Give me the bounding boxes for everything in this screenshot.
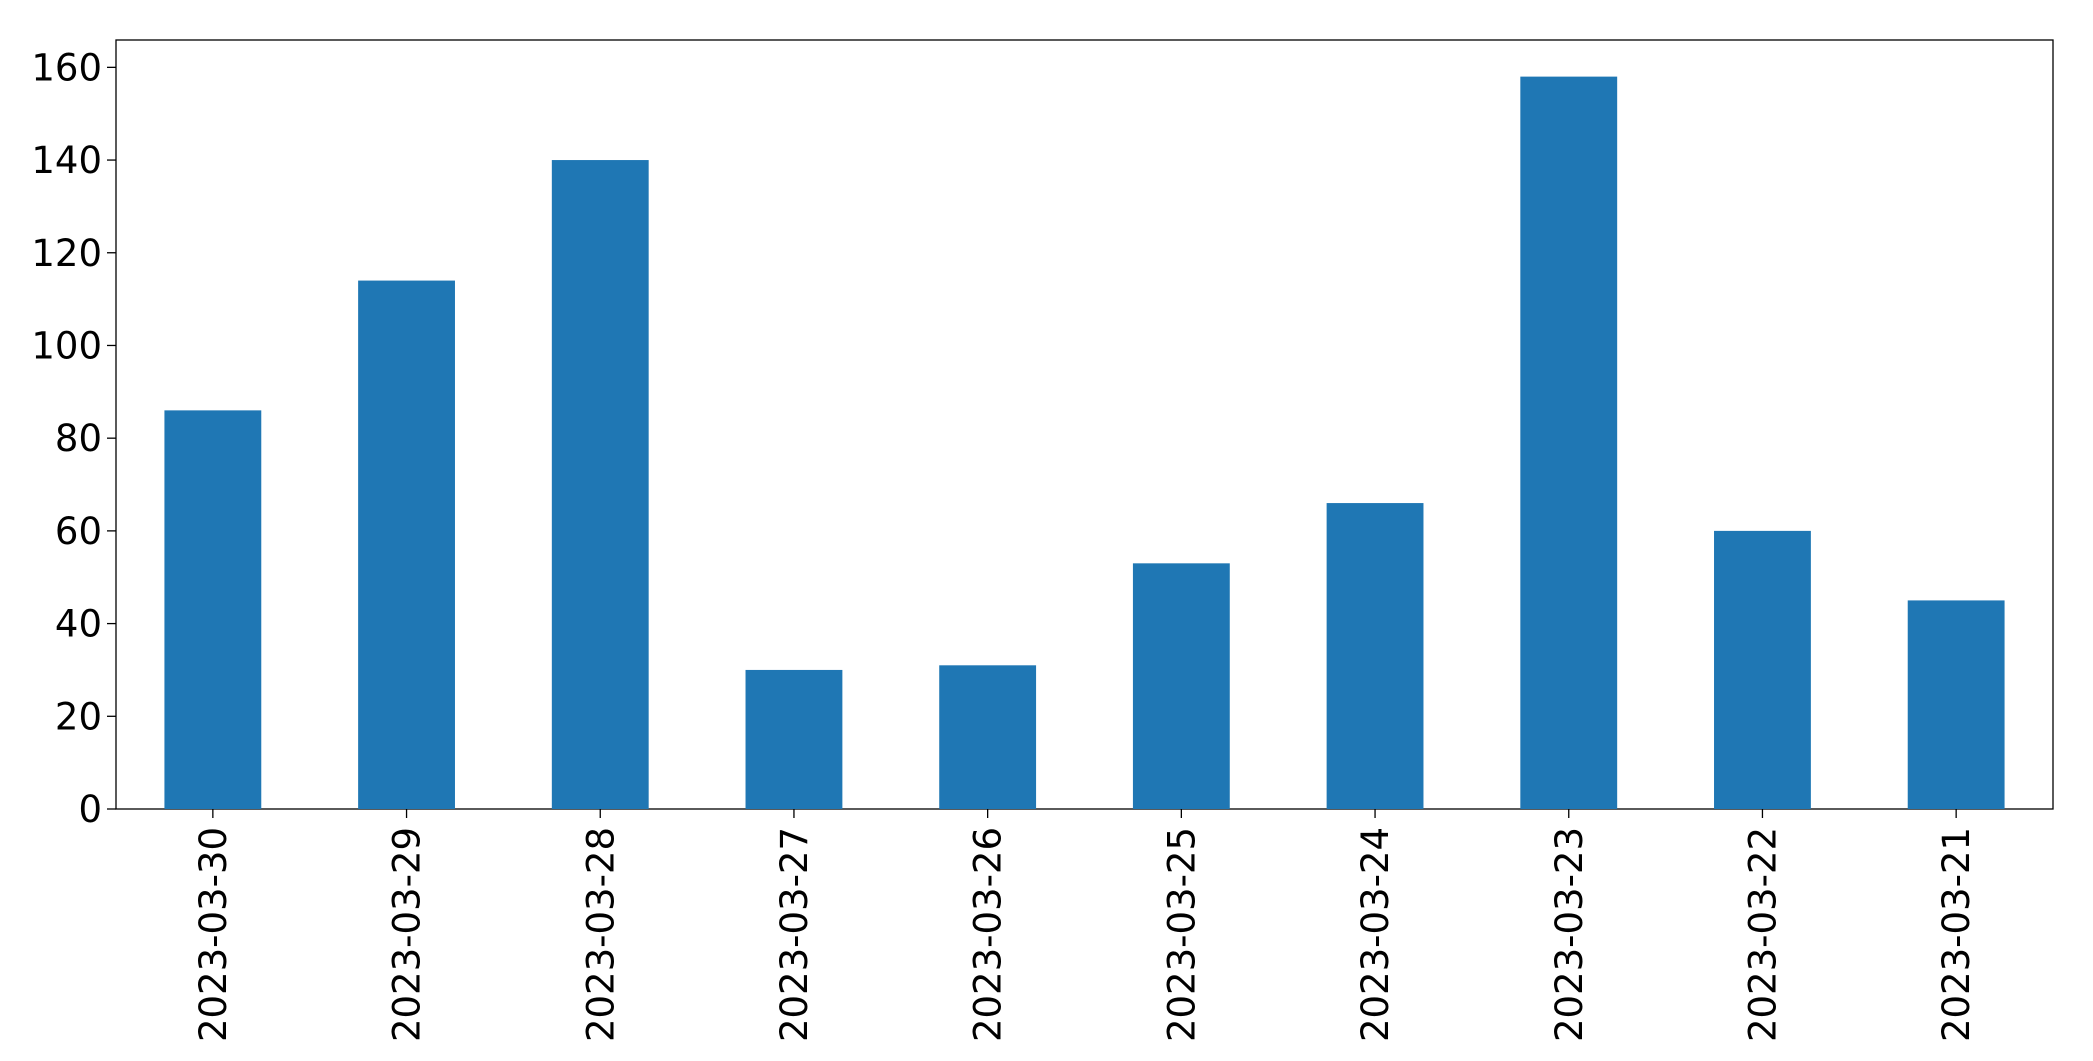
x-tick-label: 2023-03-28 [579,827,622,1042]
bar [551,160,649,809]
x-tick-label: 2023-03-23 [1548,827,1591,1042]
y-tick-label: 80 [55,417,102,460]
bar [1907,600,2005,809]
y-tick-label: 20 [55,695,102,738]
bar [358,280,455,809]
x-tick-label: 2023-03-30 [192,827,235,1042]
y-tick-label: 0 [78,788,102,831]
y-tick-label: 160 [31,46,102,89]
bar [745,669,843,809]
y-tick-label: 40 [55,603,102,646]
bar [1714,530,1811,809]
bar [1326,503,1424,809]
x-tick-label: 2023-03-25 [1160,827,1203,1042]
x-tick-label: 2023-03-21 [1935,827,1978,1042]
bar [939,665,1037,809]
x-tick-label: 2023-03-27 [773,827,816,1042]
x-tick-label: 2023-03-22 [1741,827,1784,1042]
x-tick-label: 2023-03-24 [1354,827,1397,1042]
x-tick-label: 2023-03-29 [386,827,429,1042]
y-tick-label: 140 [31,139,102,182]
bar [164,410,262,809]
y-tick-label: 120 [31,232,102,275]
bar [1132,563,1230,809]
plot-frame [115,39,2054,810]
y-tick-label: 60 [55,510,102,553]
y-tick-label: 100 [31,324,102,367]
x-tick-label: 2023-03-26 [967,827,1010,1042]
bar [1520,76,1618,810]
